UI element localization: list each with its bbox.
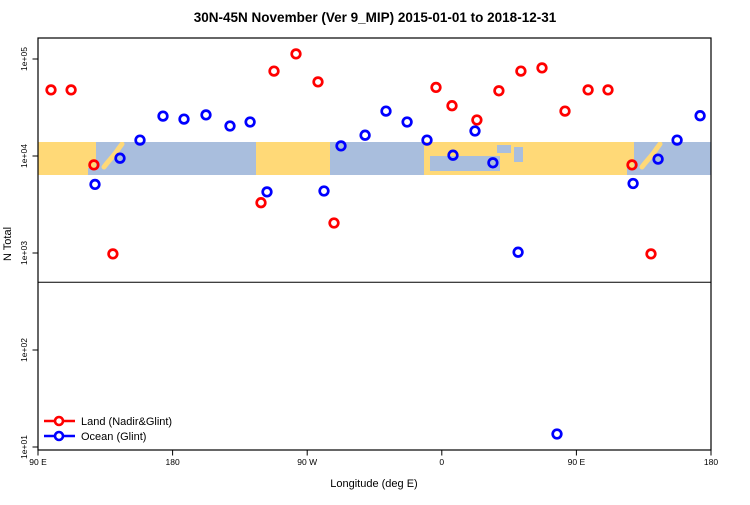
data-point-ocean xyxy=(469,125,481,137)
data-point-land xyxy=(602,84,614,96)
data-point-ocean xyxy=(694,110,706,122)
data-point-land xyxy=(430,81,442,94)
generated-plot-layer: 90 E 180 90 W 0 90 E 180 1e+01 1e+02 1e+03 1e+04 1… xyxy=(19,37,718,467)
data-point-land xyxy=(559,105,571,117)
data-point-land xyxy=(312,76,324,88)
y-tick-label: 1e+03 xyxy=(19,241,29,265)
data-point-land xyxy=(626,159,638,171)
data-point-land xyxy=(471,114,483,126)
legend-label-land: Land (Nadir&Glint) xyxy=(81,416,172,428)
data-point-ocean xyxy=(359,129,371,141)
data-point-ocean xyxy=(178,113,190,125)
data-point-land xyxy=(582,84,594,96)
x-tick-label: 180 xyxy=(166,457,180,467)
map-band xyxy=(38,142,711,175)
map-land xyxy=(88,142,96,168)
data-point-ocean xyxy=(89,178,101,191)
x-tick-label: 0 xyxy=(439,457,444,467)
data-point-land xyxy=(88,159,100,171)
legend-ocean-marker-icon xyxy=(53,430,65,442)
x-axis-label: Longitude (deg E) xyxy=(330,478,417,490)
data-point-land xyxy=(65,84,77,96)
data-point-ocean xyxy=(671,134,683,146)
data-point-land xyxy=(45,84,57,96)
y-axis-label: N Total xyxy=(2,227,14,261)
data-point-land xyxy=(328,217,340,229)
data-point-ocean xyxy=(318,185,330,197)
data-point-ocean xyxy=(224,120,236,132)
data-point-land xyxy=(255,197,267,209)
data-point-land xyxy=(290,48,302,60)
data-point-ocean xyxy=(380,105,392,117)
legend-land-marker-icon xyxy=(53,415,65,427)
data-point-ocean xyxy=(652,153,664,165)
map-inland-sea xyxy=(514,147,523,162)
data-point-ocean xyxy=(134,134,146,146)
data-point-ocean xyxy=(421,134,433,146)
y-tick-label: 1e+01 xyxy=(19,435,29,459)
data-point-land xyxy=(107,248,119,260)
legend-label-ocean: Ocean (Glint) xyxy=(81,431,146,443)
plot-border xyxy=(37,37,712,451)
map-land xyxy=(626,142,634,168)
data-point-land xyxy=(446,100,458,112)
y-tick-label: 1e+02 xyxy=(19,338,29,362)
data-point-ocean xyxy=(447,149,459,161)
map-land xyxy=(38,142,88,175)
map-land xyxy=(256,142,330,175)
legend: Land (Nadir&Glint) Ocean (Glint) xyxy=(44,415,172,443)
x-tick-label: 180 xyxy=(704,457,718,467)
y-tick-label: 1e+04 xyxy=(19,144,29,168)
data-point-ocean xyxy=(244,116,256,128)
map-islands xyxy=(639,142,663,170)
x-tick-label: 90 E xyxy=(29,457,47,467)
map-inland-sea xyxy=(430,156,500,171)
data-point-ocean xyxy=(487,157,499,169)
map-islands xyxy=(101,142,125,170)
y-tick-label: 1e+05 xyxy=(19,47,29,71)
data-point-ocean xyxy=(114,152,126,164)
data-point-ocean xyxy=(512,246,524,258)
data-point-ocean xyxy=(627,177,639,190)
data-point-ocean xyxy=(157,110,169,122)
data-point-land xyxy=(515,65,527,77)
data-point-ocean xyxy=(401,116,413,128)
data-point-land xyxy=(645,248,657,260)
x-tick-label: 90 W xyxy=(297,457,317,467)
data-point-ocean xyxy=(551,428,563,440)
map-inland-sea xyxy=(497,145,511,153)
data-point-land xyxy=(536,62,548,74)
data-point-land xyxy=(268,65,280,77)
data-point-land xyxy=(493,85,505,97)
data-point-ocean xyxy=(261,186,273,198)
data-point-ocean xyxy=(200,109,212,121)
x-tick-label: 90 E xyxy=(568,457,586,467)
data-point-ocean xyxy=(335,140,347,152)
chart-title: 30N-45N November (Ver 9_MIP) 2015-01-01 … xyxy=(194,10,557,25)
